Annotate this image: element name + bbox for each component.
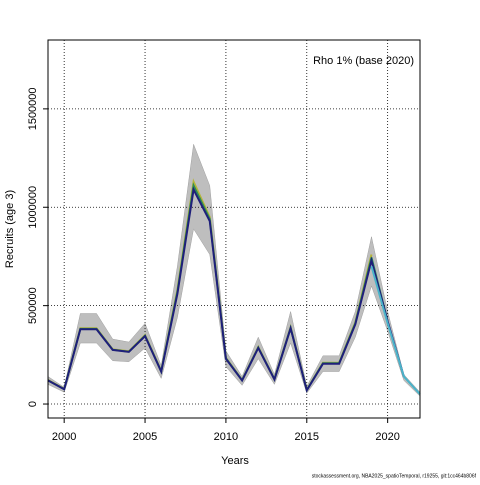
y-tick-label: 500000 [27, 287, 39, 324]
y-axis-label: Recruits (age 3) [4, 190, 16, 268]
confidence-band [47, 144, 421, 397]
plot-frame [47, 39, 421, 419]
y-tick-label: 1000000 [27, 186, 39, 229]
x-tick-label: 2015 [295, 431, 319, 443]
x-tick-label: 2005 [133, 431, 157, 443]
series-line [370, 266, 421, 395]
x-tick-label: 2020 [375, 431, 399, 443]
y-tick-label: 1500000 [27, 87, 39, 130]
series-line [47, 186, 405, 393]
x-axis-label: Years [221, 455, 249, 467]
y-tick-label: 0 [27, 401, 39, 407]
x-tick-label: 2010 [214, 431, 238, 443]
x-tick-label: 2000 [52, 431, 76, 443]
footer: stockassessment.org, NBA2025_spatioTempo… [312, 473, 477, 479]
annotation: Rho 1% (base 2020) [313, 55, 414, 67]
